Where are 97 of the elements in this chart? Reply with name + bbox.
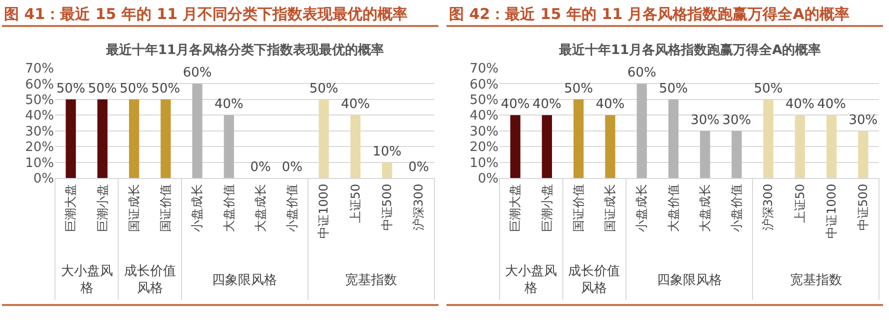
bar — [636, 84, 647, 178]
text: 四象限风格 — [657, 273, 722, 288]
x-tick-label: 中证500 — [856, 184, 870, 231]
y-tick-label: 0% — [33, 172, 54, 187]
data-label: 40% — [817, 97, 846, 112]
data-label: 50% — [754, 81, 783, 96]
bar — [160, 99, 171, 178]
data-label: 0% — [408, 160, 430, 175]
y-tick-label: 0% — [478, 172, 498, 187]
data-label: 40% — [785, 97, 814, 112]
data-label: 60% — [182, 66, 212, 81]
data-label: 40% — [500, 97, 530, 112]
x-tick-label: 国证成长 — [603, 184, 618, 232]
x-tick-label: 大盘成长 — [253, 184, 268, 232]
data-label: 50% — [88, 81, 117, 96]
y-tick-label: 70% — [470, 62, 498, 77]
y-tick-label: 20% — [25, 140, 54, 156]
x-tick-label: 沪深300 — [761, 184, 776, 231]
data-label: 60% — [627, 66, 656, 81]
text: 大小盘风格 — [61, 264, 113, 296]
bar — [350, 115, 360, 178]
x-tick-label: 大盘成长 — [698, 184, 712, 232]
bar — [574, 99, 584, 178]
bar — [668, 99, 678, 178]
bar — [318, 99, 329, 178]
y-tick-label: 30% — [470, 124, 498, 140]
bar — [605, 115, 616, 178]
data-label: 30% — [848, 112, 878, 128]
bar — [794, 115, 805, 178]
data-label: 40% — [532, 97, 562, 112]
x-tick-label: 国证价值 — [571, 184, 586, 232]
chart-title: 图 41：最近 15 年的 11 月不同分类下指数表现最优的概率 — [4, 5, 408, 23]
bar — [510, 115, 520, 178]
bar — [763, 99, 774, 178]
bar — [224, 115, 234, 178]
data-label: 40% — [340, 97, 370, 112]
x-tick-label: 上证50 — [792, 184, 807, 224]
y-tick-label: 10% — [470, 156, 498, 171]
text: 成长价值风格 — [568, 264, 620, 296]
x-tick-label: 小盘价值 — [730, 184, 744, 232]
x-tick-label: 大盘价值 — [666, 184, 680, 232]
y-tick-label: 50% — [25, 92, 54, 108]
x-tick-label: 国证成长 — [126, 184, 141, 232]
chart-subtitle: 最近十年11月各风格指数跑赢万得全A的概率 — [558, 42, 822, 58]
y-tick-label: 60% — [470, 77, 498, 92]
chart-title: 图 42：最近 15 年的 11 月各风格指数跑赢万得全A的概率 — [449, 5, 850, 23]
bar — [858, 130, 868, 178]
y-tick-label: 40% — [25, 108, 54, 124]
data-label: 50% — [120, 81, 149, 96]
bar — [97, 99, 108, 178]
x-tick-label: 中证1000 — [824, 184, 838, 238]
text: 宽基指数 — [345, 272, 397, 288]
x-tick-label: 大盘价值 — [222, 184, 236, 232]
data-label: 30% — [722, 112, 752, 128]
x-tick-label: 小盘成长 — [190, 184, 204, 232]
x-tick-label: 巨潮小盘 — [95, 184, 110, 232]
y-tick-label: 30% — [25, 124, 54, 140]
bar — [192, 84, 202, 178]
bar — [66, 99, 76, 178]
y-tick-label: 40% — [470, 108, 498, 124]
data-label: 50% — [564, 81, 594, 96]
x-tick-label: 中证1000 — [316, 184, 331, 238]
data-label: 50% — [151, 81, 180, 96]
x-tick-label: 小盘价值 — [285, 184, 300, 232]
chart-subtitle: 最近十年11月各风格分类下指数表现最优的概率 — [105, 42, 384, 58]
bar — [542, 115, 552, 178]
y-tick-label: 70% — [25, 62, 54, 77]
y-tick-label: 10% — [25, 156, 54, 171]
x-tick-label: 上证50 — [348, 184, 362, 224]
y-tick-label: 20% — [470, 140, 498, 156]
y-tick-label: 60% — [25, 77, 54, 92]
x-tick-label: 中证500 — [380, 184, 394, 231]
bar — [826, 115, 837, 178]
bar — [732, 130, 742, 178]
y-tick-label: 50% — [470, 92, 498, 108]
x-tick-label: 巨潮小盘 — [540, 184, 554, 232]
bar — [129, 99, 140, 178]
x-tick-label: 沪深300 — [412, 184, 426, 231]
data-label: 0% — [282, 160, 303, 175]
bar — [382, 162, 392, 178]
data-label: 40% — [214, 97, 244, 112]
data-label: 0% — [250, 160, 271, 175]
text: 大小盘风格 — [505, 264, 557, 296]
text: 四象限风格 — [212, 273, 277, 288]
text: 成长价值风格 — [124, 264, 176, 296]
x-tick-label: 小盘成长 — [634, 184, 649, 232]
data-label: 50% — [56, 81, 86, 96]
data-label: 50% — [309, 81, 338, 96]
data-label: 50% — [658, 81, 688, 96]
text: 宽基指数 — [790, 272, 842, 288]
data-label: 40% — [596, 97, 625, 112]
bar — [700, 130, 710, 178]
x-tick-label: 巨潮大盘 — [64, 184, 78, 232]
data-label: 30% — [690, 112, 720, 128]
x-tick-label: 巨潮大盘 — [508, 184, 522, 232]
data-label: 10% — [372, 144, 402, 160]
x-tick-label: 国证价值 — [158, 184, 173, 232]
